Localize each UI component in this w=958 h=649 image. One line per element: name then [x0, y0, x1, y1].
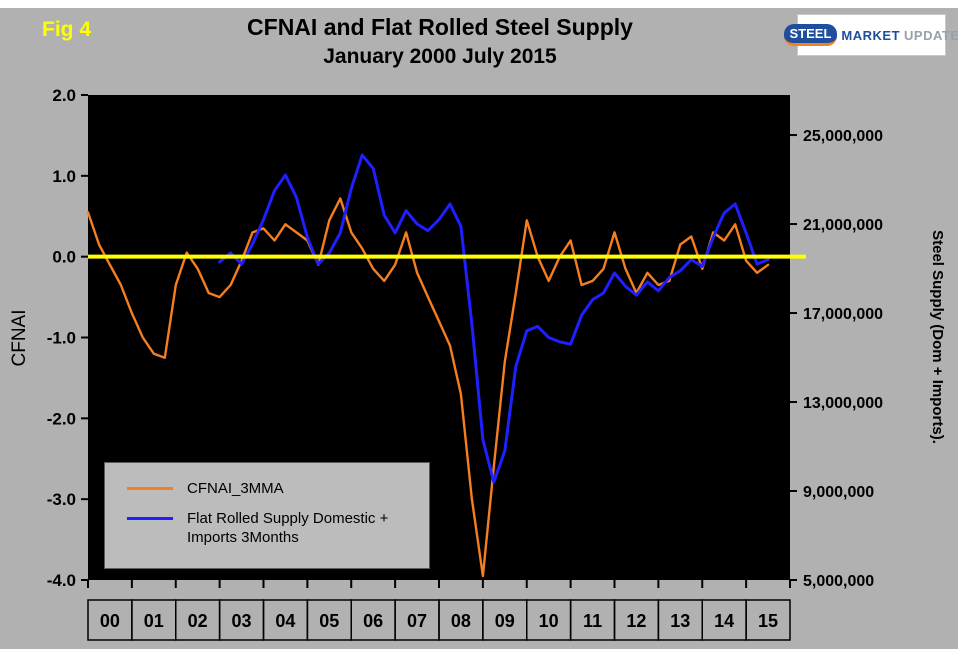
right-axis-tick-label: 9,000,000: [803, 484, 874, 501]
x-axis-year-label: 10: [539, 611, 559, 631]
logo-steel-text: STEEL: [783, 24, 838, 46]
left-axis-tick-label: -4.0: [47, 571, 76, 590]
right-axis-title: Steel Supply (Dom + Imports).: [929, 230, 946, 444]
right-axis-tick-label: 25,000,000: [803, 128, 883, 145]
chart-legend: CFNAI_3MMA Flat Rolled Supply Domestic +…: [104, 462, 430, 569]
logo-update-text: UPDATE: [904, 27, 958, 43]
x-axis-year-label: 11: [583, 611, 602, 631]
left-axis-tick-label: -2.0: [47, 409, 76, 428]
x-axis-year-label: 15: [758, 611, 778, 631]
x-axis-year-label: 09: [495, 611, 515, 631]
legend-item-supply: Flat Rolled Supply Domestic + Imports 3M…: [127, 509, 415, 548]
x-axis-year-label: 08: [451, 611, 471, 631]
x-axis-year-label: 07: [407, 611, 427, 631]
x-axis-year-label: 02: [188, 611, 208, 631]
year-cell: [745, 599, 791, 641]
left-axis-tick-label: 2.0: [52, 86, 76, 105]
logo-market-text: MARKET: [841, 27, 901, 43]
chart-title-block: CFNAI and Flat Rolled Steel Supply Janua…: [60, 14, 820, 69]
series-line-cfnai: [86, 197, 770, 578]
cfnai-line-swatch: [127, 487, 173, 490]
left-axis-tick-label: 1.0: [52, 167, 76, 186]
x-axis-year-label: 00: [100, 611, 120, 631]
x-axis-year-label: 04: [275, 611, 295, 631]
top-white-strip: [0, 0, 958, 8]
legend-label-cfnai: CFNAI_3MMA: [187, 480, 284, 497]
right-axis-tick-label: 5,000,000: [803, 573, 874, 590]
x-axis-year-label: 05: [319, 611, 339, 631]
right-axis-tick-label: 21,000,000: [803, 217, 883, 234]
x-axis-year-label: 03: [232, 611, 252, 631]
chart-subtitle: January 2000 July 2015: [323, 45, 557, 68]
steel-market-update-logo: STEEL MARKET UPDATE: [783, 14, 958, 56]
right-axis-tick-label: 17,000,000: [803, 306, 883, 323]
chart-title: CFNAI and Flat Rolled Steel Supply: [247, 14, 633, 40]
figure-number-label: Fig 4: [42, 18, 92, 41]
x-axis-year-label: 06: [363, 611, 383, 631]
legend-label-supply: Flat Rolled Supply Domestic + Imports 3M…: [187, 509, 389, 547]
x-axis-year-label: 14: [714, 611, 734, 631]
supply-line-swatch: [127, 516, 173, 520]
legend-item-cfnai: CFNAI_3MMA: [127, 479, 415, 499]
x-axis-year-label: 13: [670, 611, 690, 631]
left-axis-tick-label: -3.0: [47, 490, 76, 509]
x-axis-year-label: 01: [144, 611, 164, 631]
right-axis-tick-label: 13,000,000: [803, 395, 883, 412]
left-axis-title: CFNAI: [9, 309, 30, 367]
x-axis-year-label: 12: [626, 611, 646, 631]
series-line-supply: [218, 153, 770, 484]
left-axis-tick-label: -1.0: [47, 329, 76, 348]
left-axis-tick-label: 0.0: [52, 248, 76, 267]
